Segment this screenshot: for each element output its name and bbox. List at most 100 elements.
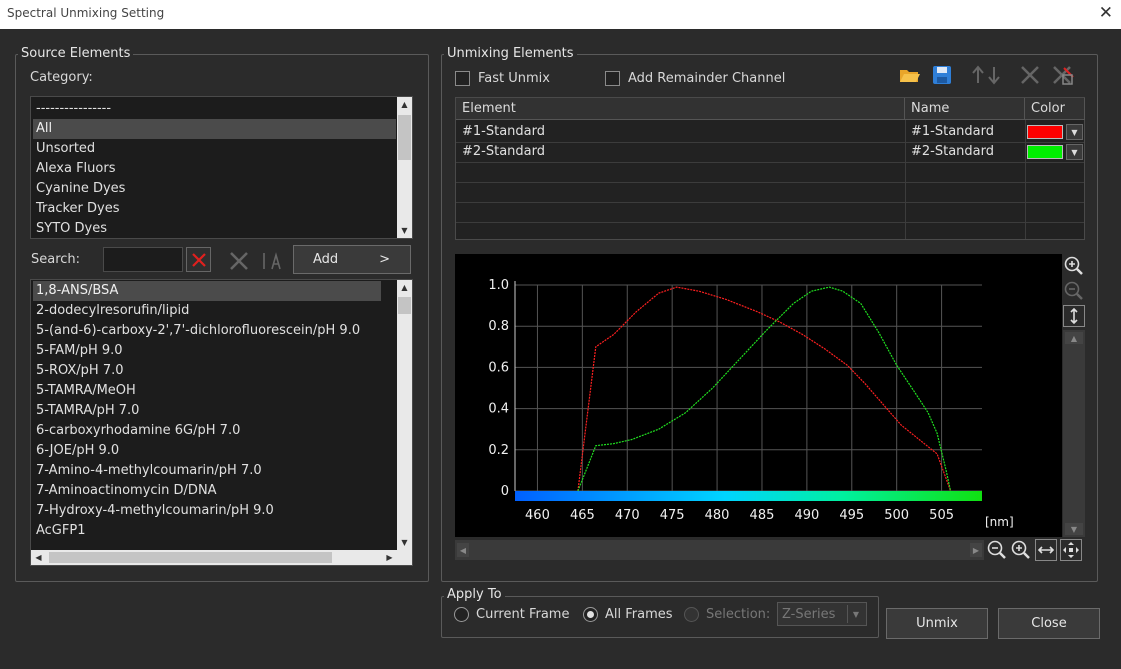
list-item[interactable]: Cyanine Dyes — [36, 181, 126, 196]
column-header-name[interactable]: Name — [905, 98, 1025, 120]
zoom-in-horizontal-icon[interactable] — [1010, 539, 1032, 561]
add-button[interactable]: Add > — [293, 245, 411, 274]
element-hscrollbar[interactable]: ◀ ▶ — [31, 550, 412, 565]
zoom-out-horizontal-icon[interactable] — [986, 539, 1008, 561]
list-item[interactable]: 5-TAMRA/MeOH — [36, 383, 136, 398]
scroll-right-icon[interactable]: ▶ — [386, 553, 393, 562]
chart-hscrollbar[interactable]: ◀ ▶ — [455, 540, 984, 560]
category-scrollbar[interactable]: ▲ ▼ — [397, 97, 412, 238]
fit-horizontal-icon[interactable] — [1035, 539, 1057, 561]
dropdown-arrow-icon[interactable]: ▼ — [847, 605, 864, 623]
scroll-up-icon[interactable]: ▲ — [401, 283, 408, 292]
x-tick-label: 470 — [615, 508, 640, 523]
list-item[interactable]: AcGFP1 — [36, 523, 86, 538]
zoom-in-icon[interactable] — [1063, 255, 1085, 277]
source-elements-legend: Source Elements — [18, 46, 134, 61]
scroll-down-icon[interactable]: ▼ — [401, 538, 408, 547]
series-line — [577, 286, 952, 492]
close-button[interactable]: Close — [998, 608, 1100, 639]
current-frame-radio[interactable] — [454, 607, 469, 622]
list-item[interactable]: 7-Aminoactinomycin D/DNA — [36, 483, 217, 498]
element-list[interactable]: 1,8-ANS/BSA 2-dodecylresorufin/lipid 5-(an… — [30, 279, 413, 566]
scroll-thumb[interactable] — [49, 552, 332, 563]
list-item[interactable]: SYTO Dyes — [36, 221, 107, 236]
fit-all-icon[interactable] — [1060, 539, 1082, 561]
scroll-left-icon[interactable]: ◀ — [457, 543, 469, 557]
fit-vertical-icon[interactable] — [1063, 305, 1085, 327]
apply-to-group — [441, 596, 879, 638]
scroll-left-icon[interactable]: ◀ — [35, 553, 42, 562]
list-item[interactable]: Tracker Dyes — [36, 201, 120, 216]
list-item[interactable]: 1,8-ANS/BSA — [33, 281, 381, 301]
all-frames-radio[interactable] — [583, 607, 598, 622]
scroll-down-icon[interactable]: ▼ — [401, 226, 408, 235]
selection-dropdown[interactable]: Z-Series ▼ — [777, 602, 867, 626]
color-swatch[interactable] — [1027, 125, 1063, 139]
spectrum-plot[interactable]: 0 0.2 0.4 0.6 0.8 1.0 460 465 470 475 480 485 490 495… — [455, 254, 1062, 537]
unmix-button[interactable]: Unmix — [886, 608, 988, 639]
row-element: #1-Standard — [462, 124, 545, 139]
move-up-down-icon[interactable] — [965, 63, 1005, 87]
fast-unmix-label: Fast Unmix — [478, 71, 550, 86]
list-item[interactable]: 6-JOE/pH 9.0 — [36, 443, 120, 458]
list-item[interactable]: ---------------- — [36, 101, 112, 116]
scroll-up-icon[interactable]: ▲ — [401, 100, 408, 109]
list-item[interactable]: All — [33, 119, 396, 139]
list-item[interactable]: 2-dodecylresorufin/lipid — [36, 303, 190, 318]
category-list[interactable]: ---------------- All Unsorted Alexa Fluors C… — [30, 96, 413, 239]
list-item[interactable]: 6-carboxyrhodamine 6G/pH 7.0 — [36, 423, 241, 438]
open-folder-icon[interactable] — [898, 63, 922, 87]
zoom-out-icon[interactable] — [1063, 280, 1085, 302]
list-item[interactable]: 5-ROX/pH 7.0 — [36, 363, 124, 378]
x-tick-label: 485 — [750, 508, 775, 523]
scroll-right-icon[interactable]: ▶ — [970, 543, 982, 557]
list-item[interactable]: Unsorted — [36, 141, 96, 156]
y-tick-label: 0.2 — [488, 443, 509, 458]
dropdown-arrow-icon[interactable]: ▼ — [1066, 124, 1083, 140]
series-line — [577, 286, 952, 492]
y-tick-label: 0 — [501, 484, 509, 499]
row-name[interactable]: #2-Standard — [911, 144, 994, 159]
color-swatch[interactable] — [1027, 145, 1063, 159]
scroll-thumb[interactable] — [398, 115, 411, 160]
fast-unmix-checkbox[interactable] — [455, 71, 470, 86]
close-icon[interactable]: ✕ — [1098, 3, 1113, 23]
title-bar: Spectral Unmixing Setting ✕ — [0, 0, 1121, 29]
save-icon[interactable] — [930, 63, 954, 87]
list-item[interactable]: 5-(and-6)-carboxy-2',7'-dichlorofluoresc… — [36, 323, 361, 338]
text-format-icon[interactable] — [259, 249, 285, 273]
row-element: #2-Standard — [462, 144, 545, 159]
scroll-down-icon[interactable]: ▼ — [1065, 523, 1083, 535]
row-name[interactable]: #1-Standard — [911, 124, 994, 139]
selection-radio[interactable] — [684, 607, 699, 622]
scroll-thumb[interactable] — [398, 297, 411, 314]
remainder-channel-checkbox[interactable] — [605, 71, 620, 86]
element-scrollbar[interactable]: ▲ ▼ — [397, 280, 412, 550]
search-input[interactable] — [103, 247, 183, 272]
list-item[interactable]: 7-Amino-4-methylcoumarin/pH 7.0 — [36, 463, 262, 478]
list-item[interactable]: 5-TAMRA/pH 7.0 — [36, 403, 140, 418]
list-item[interactable]: 7-Hydroxy-4-methylcoumarin/pH 9.0 — [36, 503, 274, 518]
column-header-color[interactable]: Color — [1025, 98, 1085, 120]
list-item[interactable]: 5-FAM/pH 9.0 — [36, 343, 123, 358]
chart-vscrollbar[interactable]: ▲ ▼ — [1063, 330, 1085, 537]
y-tick-label: 1.0 — [488, 278, 509, 293]
remove-all-icon[interactable] — [1050, 63, 1076, 87]
unmixing-elements-legend: Unmixing Elements — [444, 46, 577, 61]
source-elements-group — [15, 54, 429, 582]
list-item[interactable]: Alexa Fluors — [36, 161, 116, 176]
apply-to-legend: Apply To — [444, 587, 505, 602]
x-tick-label: 480 — [705, 508, 730, 523]
x-tick-label: 505 — [929, 508, 954, 523]
x-tick-label: 475 — [660, 508, 685, 523]
column-header-element[interactable]: Element — [456, 98, 905, 120]
spectrum-chart[interactable]: 0 0.2 0.4 0.6 0.8 1.0 460 465 470 475 480 485 490 495… — [455, 254, 1062, 537]
dropdown-arrow-icon[interactable]: ▼ — [1066, 144, 1083, 160]
x-axis-label: [nm] — [985, 515, 1014, 529]
delete-icon[interactable] — [227, 249, 251, 273]
scroll-up-icon[interactable]: ▲ — [1065, 332, 1083, 344]
remove-icon[interactable] — [1018, 63, 1042, 87]
unmixing-table[interactable]: Element Name Color #1-Standard #1-Standa… — [455, 97, 1085, 240]
x-tick-label: 495 — [839, 508, 864, 523]
clear-search-icon[interactable] — [186, 247, 211, 272]
